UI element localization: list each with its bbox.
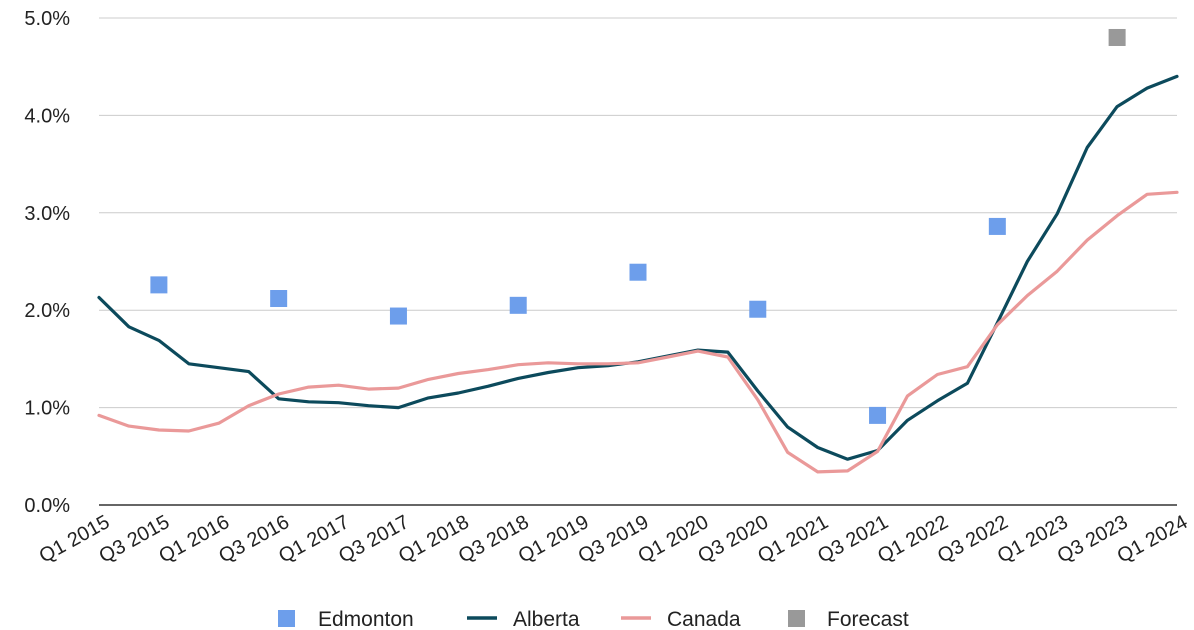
data-point-edmonton [270,290,288,308]
data-point-edmonton [150,276,168,294]
data-point-edmonton [749,300,767,318]
legend-swatch-forecast [788,610,805,627]
data-point-edmonton [988,217,1006,235]
legend-swatch-edmonton [278,610,295,627]
legend-label: Edmonton [318,608,414,630]
legend-label: Canada [667,608,741,630]
y-axis-ticks: 0.0% 1.0% 2.0% 3.0% 4.0% 5.0% [24,8,70,517]
y-tick-label: 4.0% [24,105,70,127]
y-tick-label: 0.0% [24,495,70,517]
data-point-edmonton [509,296,527,314]
legend-label: Forecast [827,608,909,630]
data-point-edmonton [869,406,887,424]
data-point-forecast [1108,28,1126,46]
y-tick-label: 1.0% [24,398,70,420]
y-tick-label: 3.0% [24,203,70,225]
data-point-edmonton [389,307,407,325]
y-tick-label: 2.0% [24,300,70,322]
series-points [150,28,1126,424]
data-point-edmonton [629,263,647,281]
gridlines [99,17,1177,506]
legend-label: Alberta [513,608,580,630]
legend: Edmonton Alberta Canada Forecast [278,608,909,630]
y-tick-label: 5.0% [24,8,70,30]
series-lines [97,74,1179,474]
series-line-canada [97,190,1179,474]
